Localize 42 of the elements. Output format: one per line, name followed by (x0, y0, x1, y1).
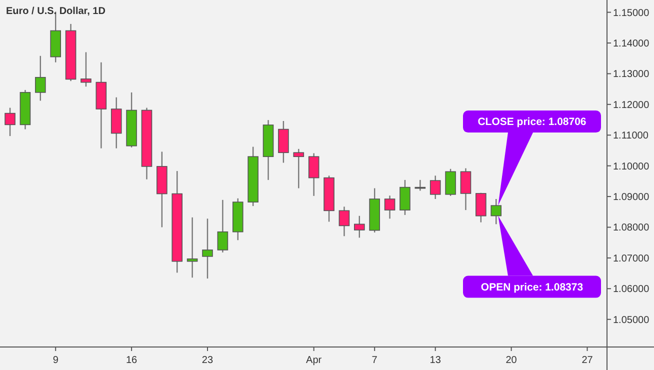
text: Euro / U.S. Dollar, 1D (6, 6, 106, 17)
candlestick (384, 195, 396, 220)
y-tick-label: 1.10000 (613, 161, 650, 172)
candlestick (35, 55, 46, 102)
y-tick-label: 1.14000 (613, 38, 650, 50)
y-tick-label: 1.12000 (613, 100, 650, 111)
y-tick-label: 1.07000 (613, 253, 650, 264)
y-tick-label: 1.15000 (613, 8, 650, 19)
x-tick-label: 16 (126, 355, 138, 366)
candlestick (400, 179, 410, 216)
candlestick (186, 216, 198, 278)
candlestick (202, 218, 213, 280)
x-tick-label: 13 (430, 355, 442, 366)
y-tick-label: 1.09000 (613, 192, 650, 204)
x-tick-label: 20 (506, 355, 518, 366)
y-tick-label: 1.05000 (613, 314, 650, 326)
candlestick (217, 199, 228, 254)
candlestick (430, 175, 441, 200)
candlestick (354, 215, 365, 238)
y-tick-label: 1.06000 (613, 284, 650, 296)
candlestick (445, 168, 456, 197)
candlestick (4, 107, 16, 137)
candlestick (476, 192, 486, 223)
x-tick-label: Apr (306, 355, 322, 366)
annotation: CLOSE price: 1.08706 (478, 116, 586, 128)
x-tick-label: 27 (582, 355, 594, 366)
y-tick-label: 1.08000 (613, 222, 650, 234)
x-tick-label: 9 (52, 355, 59, 366)
x-tick-label: 23 (202, 355, 214, 366)
y-tick-label: 1.13000 (613, 69, 650, 80)
speech-bubble: OPEN price: 1.08373 (463, 216, 601, 298)
speech-bubble: CLOSE price: 1.08706 (463, 110, 601, 206)
annotation: OPEN price: 1.08373 (480, 281, 584, 294)
x-tick-label: 7 (372, 355, 378, 366)
candlestick (490, 198, 502, 225)
candlestick (460, 168, 472, 211)
candlestick (338, 206, 350, 237)
candlestick (278, 120, 289, 164)
candlestick (293, 148, 304, 189)
candlestick (308, 152, 320, 197)
candlestick (80, 52, 92, 88)
y-tick-label: 1.11000 (613, 130, 649, 142)
